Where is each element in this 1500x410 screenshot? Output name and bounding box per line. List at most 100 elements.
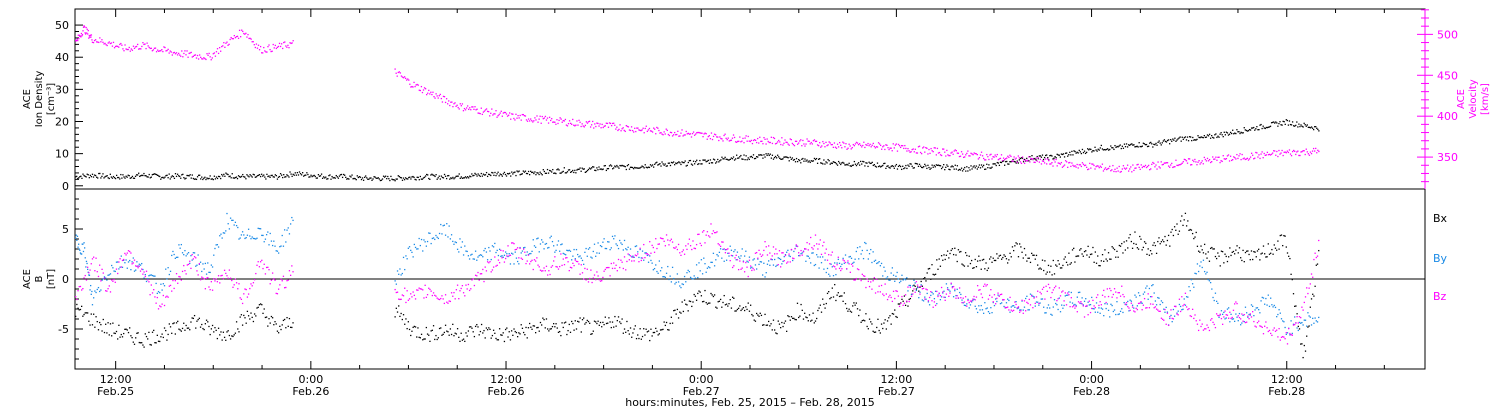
bx-point — [925, 280, 927, 282]
by-point — [913, 279, 915, 282]
bx-point — [161, 333, 163, 335]
bz-point — [686, 248, 688, 251]
velocity-point — [656, 126, 658, 129]
bx-point — [1318, 249, 1320, 252]
density-point — [269, 176, 271, 179]
by-point — [926, 292, 928, 295]
velocity-point — [628, 129, 631, 131]
density-point — [809, 161, 811, 164]
bx-point — [567, 329, 569, 332]
x-tick-label-time: 12:00 — [1271, 373, 1303, 386]
bz-point — [585, 279, 587, 281]
density-point — [523, 171, 526, 173]
velocity-point — [637, 127, 639, 129]
bx-point — [1169, 245, 1171, 247]
bx-point — [1005, 258, 1008, 260]
bx-point — [149, 343, 151, 346]
density-point — [996, 161, 998, 164]
velocity-point — [1083, 164, 1086, 167]
velocity-point — [877, 142, 880, 144]
density-point — [1155, 142, 1157, 145]
density-point — [588, 167, 591, 169]
bx-point — [859, 309, 861, 311]
density-point — [1269, 125, 1272, 127]
by-point — [207, 262, 209, 264]
density-point — [812, 160, 815, 162]
by-point — [1232, 318, 1235, 320]
density-point — [912, 167, 914, 169]
by-point — [228, 228, 231, 230]
velocity-point — [602, 126, 604, 129]
velocity-point — [755, 141, 758, 144]
bz-point — [586, 268, 588, 270]
by-point — [930, 294, 932, 297]
by-point — [438, 232, 441, 235]
density-point — [601, 168, 603, 171]
bx-point — [635, 337, 638, 340]
bz-point — [214, 280, 216, 282]
velocity-point — [449, 104, 451, 107]
density-point — [1265, 126, 1267, 129]
bz-point — [253, 279, 256, 281]
velocity-point — [420, 85, 423, 88]
by-point — [835, 273, 837, 276]
bx-point — [751, 313, 753, 316]
velocity-point — [84, 33, 87, 35]
velocity-point — [793, 144, 796, 147]
density-point — [689, 159, 692, 162]
by-point — [199, 261, 202, 263]
bx-point — [715, 306, 717, 308]
by-point — [515, 257, 518, 259]
by-point — [625, 248, 627, 250]
bz-point — [892, 290, 895, 293]
bz-point — [263, 263, 265, 265]
velocity-point — [1165, 162, 1168, 164]
bx-point — [1226, 260, 1229, 263]
by-point — [767, 260, 770, 262]
density-point — [642, 166, 644, 168]
by-point — [619, 239, 621, 242]
velocity-point — [807, 140, 809, 142]
density-point — [792, 159, 795, 161]
bz-point — [154, 296, 156, 298]
velocity-point — [199, 54, 201, 56]
bx-point — [428, 334, 430, 336]
velocity-point — [925, 146, 927, 149]
bz-point — [215, 278, 217, 280]
bx-point — [991, 261, 993, 263]
by-point — [694, 277, 697, 279]
density-point — [835, 163, 838, 165]
velocity-point — [1070, 165, 1072, 168]
density-point — [760, 154, 762, 156]
by-point — [836, 262, 838, 264]
density-point — [1166, 139, 1169, 142]
velocity-point — [1095, 165, 1097, 168]
velocity-point — [977, 158, 980, 160]
bx-point — [524, 334, 526, 336]
bz-point — [247, 293, 250, 295]
by-point — [1207, 278, 1209, 281]
velocity-point — [557, 122, 559, 125]
velocity-point — [894, 144, 897, 146]
bx-point — [932, 273, 934, 276]
bx-point — [467, 330, 470, 332]
bx-point — [979, 259, 981, 262]
density-point — [161, 176, 163, 179]
velocity-point — [792, 143, 795, 146]
density-point — [803, 160, 805, 162]
bz-point — [458, 298, 460, 300]
by-point — [847, 262, 849, 264]
by-point — [784, 254, 787, 256]
velocity-point — [875, 146, 878, 148]
density-point — [1144, 144, 1147, 146]
velocity-point — [1275, 154, 1277, 156]
velocity-point — [627, 126, 630, 128]
density-point — [83, 174, 85, 177]
density-point — [130, 177, 132, 179]
bz-point — [616, 270, 618, 272]
x-axis-title: hours:minutes, Feb. 25, 2015 – Feb. 28, … — [625, 396, 875, 409]
velocity-point — [410, 86, 412, 88]
bz-point — [545, 265, 548, 267]
velocity-point — [1168, 166, 1171, 168]
velocity-point — [716, 136, 718, 138]
